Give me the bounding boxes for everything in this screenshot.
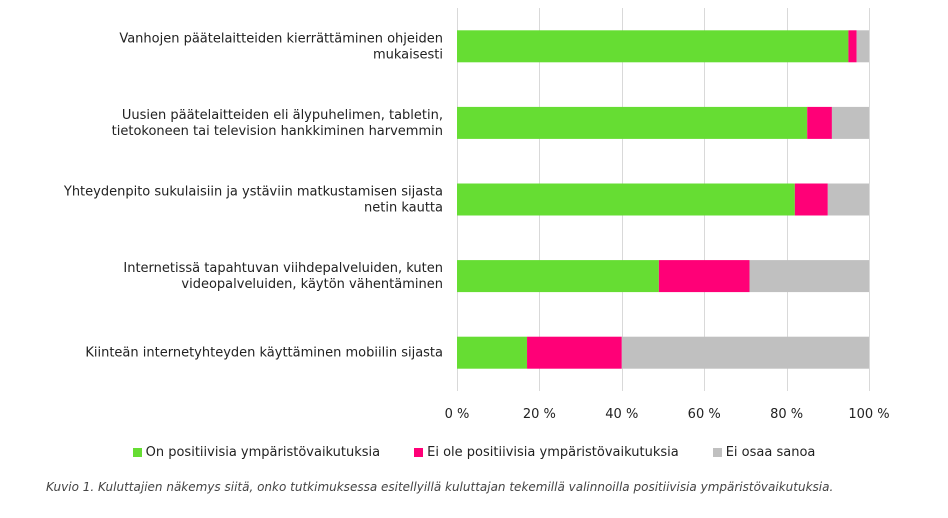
legend-item-dont-know: Ei osaa sanoa	[712, 444, 816, 460]
legend-label-positive: On positiivisia ympäristövaikutuksia	[145, 444, 381, 460]
legend: On positiivisia ympäristövaikutuksia Ei …	[0, 440, 948, 464]
x-tick-label-100: 100 %	[848, 407, 889, 422]
category-label-3-line-1: Yhteydenpito sukulaisiin ja ystäviin mat…	[63, 185, 443, 200]
x-tick-label-0: 0 %	[445, 407, 470, 422]
figure-caption: Kuvio 1. Kuluttajien näkemys siitä, onko…	[46, 480, 834, 494]
bar-5-dont-know	[621, 336, 869, 369]
category-label-5-line-1: Kiinteän internetyhteyden käyttäminen mo…	[85, 346, 443, 361]
x-tick-label-80: 80 %	[770, 407, 803, 422]
category-label-1-line-1: Vanhojen päätelaitteiden kierrättäminen …	[119, 31, 443, 46]
bar-3-negative	[794, 183, 828, 216]
legend-item-positive: On positiivisia ympäristövaikutuksia	[132, 444, 381, 460]
bar-4-dont-know	[749, 260, 869, 293]
category-labels: Vanhojen päätelaitteiden kierrättäminen …	[63, 31, 443, 360]
bar-2-dont-know	[831, 106, 869, 139]
bar-1-positive	[457, 30, 849, 63]
category-label-3-line-2: netin kautta	[364, 201, 443, 216]
bars	[457, 30, 869, 369]
bar-3-positive	[457, 183, 795, 216]
bar-5-positive	[457, 336, 528, 369]
legend-swatch-negative	[414, 447, 424, 457]
bar-5-negative	[527, 336, 622, 369]
legend-swatch-positive	[132, 447, 142, 457]
bar-4-negative	[658, 260, 750, 293]
bar-4-positive	[457, 260, 659, 293]
category-label-2-line-2: tietokoneen tai television hankkiminen h…	[112, 124, 443, 139]
legend-label-dont-know: Ei osaa sanoa	[725, 444, 816, 460]
legend-item-negative: Ei ole positiivisia ympäristövaikutuksia	[414, 445, 679, 460]
category-label-2-line-1: Uusien päätelaitteiden eli älypuhelimen,…	[122, 108, 443, 123]
legend-label-negative: Ei ole positiivisia ympäristövaikutuksia	[427, 444, 679, 460]
bar-2-positive	[457, 106, 808, 139]
x-tick-label-60: 60 %	[688, 407, 721, 422]
bar-2-negative	[807, 106, 832, 139]
x-axis-ticks: 0 % 20 % 40 % 60 % 80 % 100 %	[445, 407, 890, 422]
category-label-4-line-1: Internetissä tapahtuvan viihdepalveluide…	[123, 261, 443, 276]
x-tick-label-20: 20 %	[523, 407, 556, 422]
bar-3-dont-know	[827, 183, 869, 216]
legend-swatch-dont-know	[712, 447, 722, 457]
x-tick-label-40: 40 %	[605, 407, 638, 422]
category-label-4-line-2: videopalveluiden, käytön vähentäminen	[181, 277, 443, 292]
bar-1-dont-know	[856, 30, 869, 63]
stacked-bar-chart: Vanhojen päätelaitteiden kierrättäminen …	[63, 8, 890, 422]
category-label-1-line-2: mukaisesti	[373, 47, 443, 62]
bar-1-negative	[848, 30, 857, 63]
